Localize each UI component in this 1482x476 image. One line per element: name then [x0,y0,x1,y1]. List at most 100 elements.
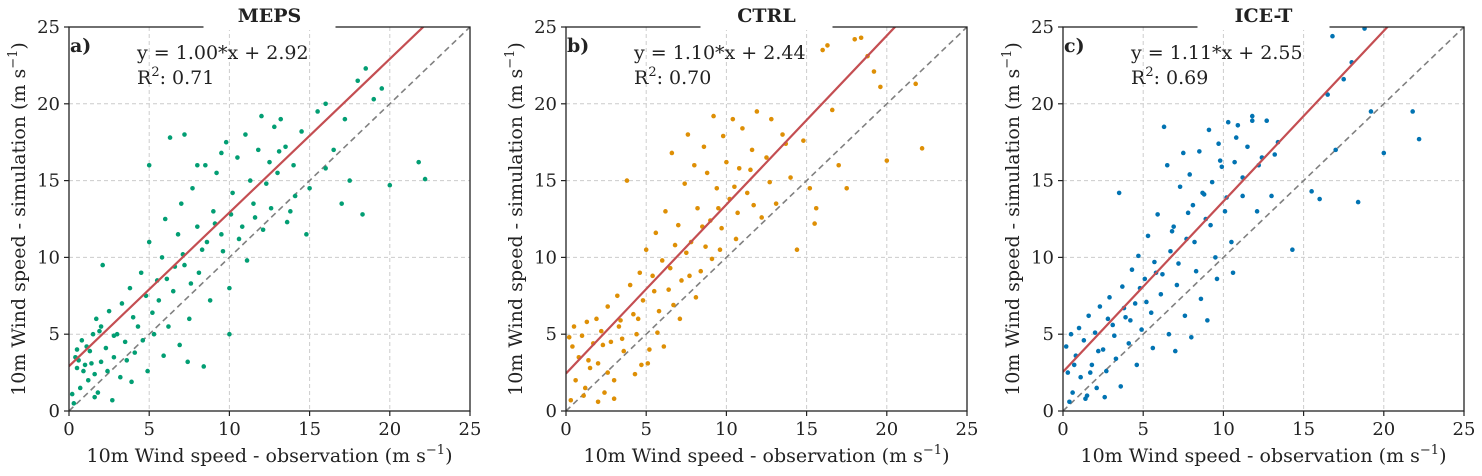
data-point [1190,202,1196,208]
data-point [211,209,216,214]
data-point [724,159,729,165]
data-point [323,101,328,107]
data-point [1118,384,1124,389]
data-point [81,368,86,374]
regression-equation: y = 1.10*x + 2.44 [633,42,806,64]
data-point [190,185,195,191]
data-point [1087,370,1093,375]
r-squared-exponent: 2 [1145,65,1153,80]
data-point [363,66,369,71]
x-axis-close-paren: ) [1439,445,1446,467]
data-point [1164,162,1170,168]
x-axis-close-paren: ) [445,445,452,467]
data-point [162,216,168,222]
data-point [219,232,224,237]
data-point [769,116,774,122]
data-point [1142,276,1148,282]
x-tick-label: 10 [1212,419,1235,440]
data-point [836,162,841,168]
data-point [203,162,208,168]
data-point [1230,270,1236,276]
data-point [1249,118,1255,123]
data-point [748,167,753,173]
data-point [661,344,667,349]
data-point [1272,152,1278,157]
data-point [292,193,298,199]
data-point [627,282,633,288]
data-point [667,265,673,271]
data-point [602,390,607,395]
x-axis-unit-exponent: −1 [426,443,445,458]
data-point [621,348,627,354]
data-point [122,339,128,345]
data-point [1126,341,1132,346]
title-background [203,4,336,30]
regression-line [566,27,897,375]
regression-equation: y = 1.11*x + 2.55 [1130,42,1303,64]
data-point [677,316,683,322]
data-point [1341,76,1346,82]
x-axis-label-text: 10m Wind speed - observation (m s [87,445,426,467]
data-point [239,224,245,229]
data-point [653,230,659,236]
y-axis-label-text: 10m Wind speed - simulation (m s [1002,69,1024,396]
data-point [1100,347,1106,352]
data-point [579,333,585,339]
identity-line [1063,27,1464,411]
data-point [1168,248,1173,254]
data-point [1128,318,1133,323]
data-point [1116,190,1122,196]
data-point [106,308,112,314]
x-tick-label: 15 [795,419,818,440]
data-point [1362,27,1367,31]
data-point [751,202,756,208]
data-point [1071,362,1077,368]
data-point [1325,92,1330,97]
data-point [140,338,146,343]
data-point [829,107,835,113]
data-point [105,368,110,374]
y-tick-label: 0 [49,401,60,422]
y-tick-label: 5 [546,324,557,345]
data-point [138,270,144,276]
data-point [182,132,187,137]
data-point [1086,313,1091,319]
x-tick-label: 15 [1292,419,1315,440]
data-point [666,287,671,292]
r-squared-symbol: R [634,67,649,89]
data-point [878,84,883,90]
data-point [1182,313,1188,319]
data-point [1368,109,1374,114]
data-point [671,302,676,308]
data-point [566,334,572,340]
data-point [1269,193,1274,199]
x-tick-label: 20 [1372,419,1395,440]
x-tick-label: 5 [143,419,154,440]
data-point [1171,224,1176,229]
data-point [1169,228,1175,234]
data-point [655,330,660,335]
y-tick-label: 0 [1043,401,1054,422]
data-point [129,379,134,385]
data-point [1290,247,1295,253]
data-point [130,315,136,320]
x-axis-unit-exponent: −1 [1420,443,1439,458]
data-point [570,344,575,349]
data-point [1132,301,1138,306]
data-point [913,81,918,87]
data-point [1160,271,1165,277]
data-point [807,185,813,191]
data-point [1222,209,1228,214]
data-point [767,179,773,185]
r-squared-symbol: R [1131,67,1146,89]
data-point [645,361,651,366]
data-point [1107,295,1112,300]
data-point [801,138,806,143]
data-point [111,333,117,339]
data-point [199,247,205,253]
data-point [682,181,687,186]
x-tick-label: 20 [378,419,401,440]
y-tick-label: 10 [37,247,60,268]
data-point [159,255,165,260]
